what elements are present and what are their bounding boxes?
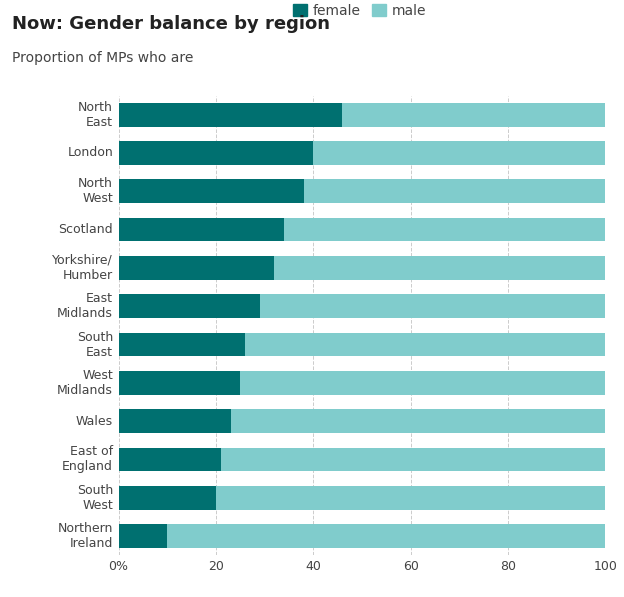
Bar: [119, 333, 245, 356]
Bar: [119, 180, 303, 203]
Bar: [119, 524, 167, 548]
Text: Now: Gender balance by region: Now: Gender balance by region: [12, 15, 331, 33]
Text: Proportion of MPs who are: Proportion of MPs who are: [12, 51, 194, 64]
Bar: [119, 333, 605, 356]
Bar: [119, 294, 605, 318]
Bar: [119, 218, 605, 241]
Bar: [119, 141, 605, 165]
Bar: [119, 294, 260, 318]
Bar: [119, 218, 284, 241]
Bar: [119, 524, 605, 548]
Bar: [119, 410, 230, 433]
Bar: [119, 410, 605, 433]
Bar: [119, 256, 275, 280]
Bar: [119, 103, 605, 127]
Bar: [119, 371, 605, 395]
Bar: [119, 448, 605, 471]
Bar: [119, 448, 221, 471]
Bar: [119, 103, 343, 127]
Legend: female, male: female, male: [293, 4, 426, 18]
Bar: [119, 256, 605, 280]
Bar: [119, 486, 216, 510]
Bar: [119, 486, 605, 510]
Bar: [119, 141, 313, 165]
Bar: [119, 180, 605, 203]
Bar: [119, 371, 240, 395]
